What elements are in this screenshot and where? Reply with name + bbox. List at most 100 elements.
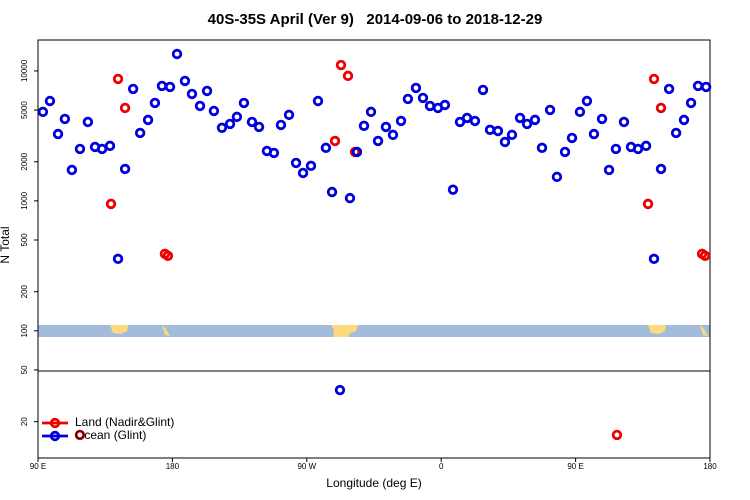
map-strip: [38, 325, 710, 337]
y-tick-label: 10000: [20, 59, 29, 82]
point: [521, 118, 533, 130]
land-shape: [162, 325, 170, 336]
point: [238, 97, 250, 109]
point: [670, 127, 682, 139]
point: [536, 142, 548, 154]
land-shape: [110, 325, 128, 334]
point: [231, 111, 243, 123]
x-tick-label: 0: [439, 462, 444, 471]
point: [685, 97, 697, 109]
point: [142, 114, 154, 126]
point: [655, 102, 667, 114]
point: [642, 198, 654, 210]
point: [574, 106, 586, 118]
point: [402, 93, 414, 105]
point: [484, 124, 496, 136]
point: [648, 73, 660, 85]
legend-label: Land (Nadir&Glint): [75, 415, 174, 429]
point: [305, 160, 317, 172]
legend-marker: [49, 430, 61, 442]
point: [439, 99, 451, 111]
point: [351, 146, 363, 158]
point: [655, 163, 667, 175]
point: [678, 114, 690, 126]
point: [447, 184, 459, 195]
point: [112, 253, 124, 265]
point: [149, 97, 161, 109]
point: [74, 429, 86, 441]
ocean-strip: [38, 325, 710, 337]
point: [104, 140, 116, 152]
point: [365, 106, 377, 118]
legend-label: Ocean (Glint): [75, 428, 146, 442]
y-tick-label: 50: [20, 365, 29, 374]
point: [611, 429, 623, 441]
x-tick-label: 180: [166, 462, 180, 471]
point: [699, 250, 711, 261]
point: [544, 104, 556, 116]
point: [596, 113, 608, 125]
point: [342, 70, 354, 82]
point: [648, 253, 660, 265]
y-axis-label: N Total: [0, 226, 12, 263]
point: [59, 113, 71, 125]
point: [156, 80, 168, 92]
point: [297, 167, 309, 179]
point: [499, 136, 511, 148]
point: [640, 140, 652, 152]
point: [492, 125, 504, 137]
point: [566, 132, 578, 144]
point: [588, 128, 600, 140]
point: [700, 81, 712, 93]
point: [179, 75, 191, 87]
point: [66, 164, 78, 176]
point: [253, 121, 265, 133]
point: [395, 115, 407, 127]
point: [186, 88, 198, 100]
point: [52, 128, 64, 140]
point: [127, 83, 139, 95]
point: [283, 109, 295, 121]
y-tick-label: 100: [20, 324, 29, 338]
land-shape: [331, 325, 358, 337]
x-axis-label: Longitude (deg E): [326, 476, 421, 490]
point: [358, 120, 370, 132]
point: [82, 116, 94, 128]
point: [112, 73, 124, 85]
point: [224, 118, 236, 130]
point: [477, 84, 489, 96]
y-tick-label: 500: [20, 233, 29, 247]
point: [663, 83, 675, 95]
point: [529, 114, 541, 126]
point: [603, 164, 615, 176]
point: [417, 92, 429, 104]
point: [275, 119, 287, 131]
point: [326, 186, 338, 198]
point: [105, 198, 117, 210]
point: [334, 384, 346, 396]
point: [610, 143, 622, 155]
point: [335, 59, 347, 71]
point: [559, 146, 571, 158]
point: [380, 121, 392, 133]
point: [692, 80, 704, 92]
point: [119, 102, 131, 114]
point: [469, 115, 481, 127]
x-tick-label: 90 W: [297, 462, 316, 471]
point: [329, 135, 341, 147]
point: [581, 95, 593, 107]
y-tick-label: 5000: [20, 101, 29, 119]
point: [268, 147, 280, 159]
point: [387, 129, 399, 141]
x-tick-label: 90 E: [567, 462, 583, 471]
point: [119, 163, 131, 175]
point: [201, 85, 213, 97]
point: [37, 106, 49, 118]
point: [312, 95, 324, 107]
point: [194, 100, 206, 112]
x-tick-label: 180: [703, 462, 717, 471]
point: [551, 171, 563, 183]
point: [618, 116, 630, 128]
legend-marker: [49, 417, 61, 429]
